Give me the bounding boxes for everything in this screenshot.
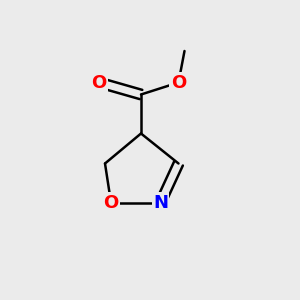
Text: O: O xyxy=(92,74,106,92)
Text: O: O xyxy=(171,74,186,92)
Text: O: O xyxy=(103,194,118,211)
Text: N: N xyxy=(153,194,168,211)
